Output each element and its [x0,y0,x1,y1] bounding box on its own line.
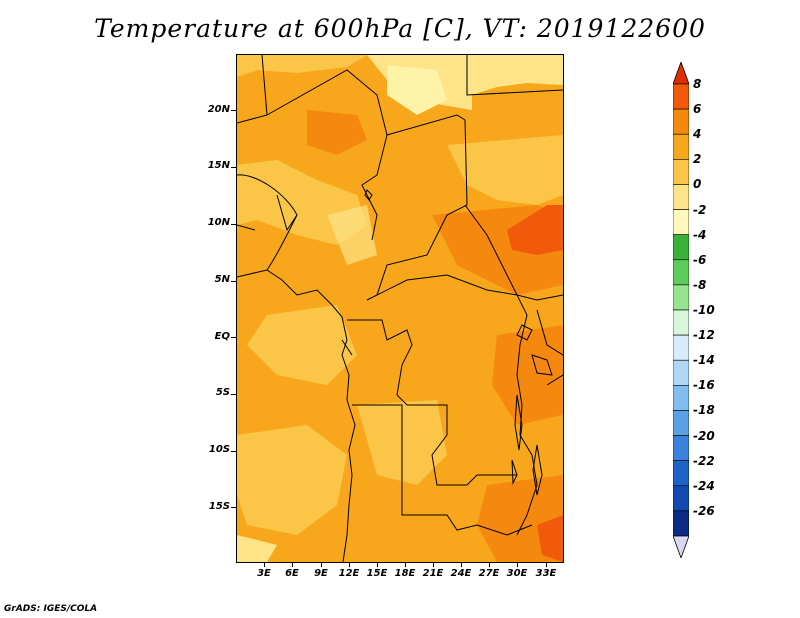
colorbar-tick-label: -12 [693,328,715,343]
colorbar-tick-label: 4 [693,127,702,142]
colorbar-segment [672,234,690,261]
y-tick-label: EQ [214,331,230,342]
colorbar-segment [672,309,690,336]
colorbar-tick-label: -10 [693,303,715,317]
colorbar-tick-label: -20 [693,428,715,443]
x-tick-mark [489,563,490,567]
y-tick-label: 10N [207,217,230,228]
colorbar-graphic [672,60,690,560]
colorbar-tick-label: -24 [693,478,715,493]
colorbar-tick-label: -16 [693,378,715,393]
colorbar-segment [672,159,690,185]
x-tick-label: 30E [506,568,528,579]
x-tick-mark [264,563,265,567]
footer-credit: GrADS: IGES/COLA [4,604,98,614]
y-tick-mark [231,224,236,225]
colorbar-segment [672,184,690,210]
colorbar-segment [672,259,690,286]
y-tick-label: 10S [208,444,230,455]
x-tick-label: 12E [338,568,360,579]
colorbar-tick-label: -8 [693,277,707,292]
y-tick-label: 5S [215,387,230,398]
colorbar-segment [672,359,690,386]
x-tick-label: 33E [535,568,557,579]
colorbar-segment [672,460,690,487]
x-tick-label: 3E [257,568,271,579]
colorbar-max-triangle [672,60,690,85]
y-tick-mark [231,281,236,282]
colorbar-tick-label: 2 [693,152,702,167]
x-tick-mark [517,563,518,567]
colorbar-segment [672,385,690,411]
y-tick-mark [231,451,236,452]
colorbar-tick-label: -14 [693,353,715,368]
colorbar-tick-label: 8 [693,77,702,91]
colorbar-segment [672,435,690,461]
x-tick-mark [377,563,378,567]
colorbar-tick-label: -2 [693,202,707,217]
colorbar-tick-label: -18 [693,403,715,418]
colorbar-segment [672,410,690,436]
x-tick-label: 21E [422,568,444,579]
colorbar-segment [672,334,690,361]
colorbar-tick-label: 0 [693,177,702,192]
x-tick-mark [292,563,293,567]
colorbar-segment [672,83,690,110]
y-tick-label: 15S [208,501,230,512]
x-tick-label: 15E [366,568,388,579]
colorbar-min-triangle [672,535,690,560]
colorbar-tick-label: -4 [693,227,707,242]
colorbar-segment [672,510,690,537]
colorbar-tick-label: -6 [693,252,707,267]
temperature-map [236,54,564,563]
x-tick-label: 6E [285,568,299,579]
x-tick-label: 9E [314,568,328,579]
y-tick-mark [231,507,236,508]
y-tick-mark [231,167,236,168]
x-tick-label: 18E [394,568,416,579]
colorbar-segment [672,108,690,135]
y-tick-label: 5N [214,274,230,285]
x-tick-mark [461,563,462,567]
colorbar-segment [672,284,690,311]
colorbar-tick-label: -22 [693,453,715,468]
x-tick-label: 27E [478,568,500,579]
x-tick-mark [546,563,547,567]
x-tick-mark [321,563,322,567]
x-tick-label: 24E [450,568,472,579]
country-borders [237,55,563,562]
map-title: Temperature at 600hPa [C], VT: 201912260… [94,14,706,43]
temperature-contours [237,55,563,562]
colorbar [672,60,690,560]
colorbar-tick-label: 6 [693,102,702,117]
y-tick-mark [231,394,236,395]
y-tick-mark [231,337,236,338]
colorbar-segment [672,209,690,235]
y-tick-mark [231,110,236,111]
colorbar-tick-label: -26 [693,503,715,518]
lakes [364,189,553,496]
colorbar-segment [672,485,690,512]
x-tick-mark [433,563,434,567]
y-tick-label: 15N [207,160,230,171]
x-tick-mark [349,563,350,567]
colorbar-segment [672,133,690,160]
y-tick-label: 20N [207,104,230,115]
x-tick-mark [405,563,406,567]
